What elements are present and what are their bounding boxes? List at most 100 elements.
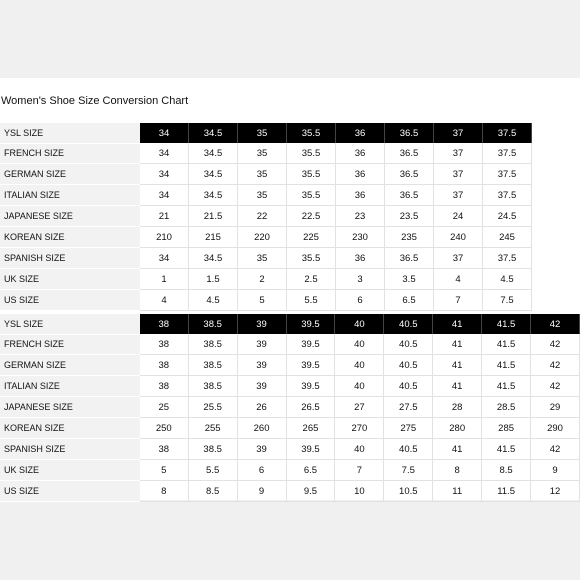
row-label: GERMAN SIZE [0,163,140,185]
size-cell: 1.5 [188,268,238,290]
size-cell: 35 [237,163,287,185]
table-row: KOREAN SIZE 250 255 260 265 270 275 280 285 290 [0,417,580,439]
size-cell: 5.5 [188,459,238,481]
size-cell: 41.5 [481,438,532,460]
size-cell: 22 [237,205,287,227]
size-cell: 8 [139,480,189,502]
size-cell: 8.5 [188,480,238,502]
size-cell: 4.5 [482,268,532,290]
size-cell: 37.5 [482,163,532,185]
size-cell: 39.5 [286,314,336,334]
size-cell: 38.5 [188,314,238,334]
size-cell: 28.5 [481,396,532,418]
size-cell: 34.5 [188,143,238,164]
size-cell: 5 [139,459,189,481]
size-cell: 39 [237,438,287,460]
size-cell: 22.5 [286,205,336,227]
row-label: UK SIZE [0,459,140,481]
row-label: JAPANESE SIZE [0,205,140,227]
size-cell: 38 [139,334,189,355]
size-cell: 41.5 [481,314,532,334]
size-cell: 11.5 [481,480,532,502]
row-label: FRENCH SIZE [0,334,140,355]
size-table-1: YSL SIZE 34 34.5 35 35.5 36 36.5 37 37.5 FRENCH S… [0,123,532,311]
size-cell: 3.5 [384,268,434,290]
table-row: GERMAN SIZE 34 34.5 35 35.5 36 36.5 37 37.5 [0,163,532,185]
size-cell: 35.5 [286,163,336,185]
row-label: US SIZE [0,480,140,502]
size-cell: 40 [334,354,385,376]
size-cell: 41.5 [481,354,532,376]
size-cell: 24.5 [482,205,532,227]
size-cell: 21 [140,205,189,227]
size-cell: 5 [237,289,287,311]
size-cell: 41 [432,334,483,355]
size-cell: 5.5 [286,289,336,311]
row-label: JAPANESE SIZE [0,396,140,418]
row-label: YSL SIZE [0,123,140,144]
size-cell: 4 [140,289,189,311]
size-cell: 10 [334,480,385,502]
size-cell: 41.5 [481,375,532,397]
size-cell: 34 [140,247,189,269]
size-cell: 38.5 [188,334,238,355]
size-cell: 6 [335,289,385,311]
size-cell: 9.5 [286,480,336,502]
size-cell: 255 [188,417,238,439]
size-cell: 39.5 [286,438,336,460]
table-row: FRENCH SIZE 38 38.5 39 39.5 40 40.5 41 41.5 42 [0,334,580,355]
size-cell: 36.5 [384,184,434,206]
size-cell: 39 [237,334,287,355]
size-cell: 37 [433,184,483,206]
size-cell: 41.5 [481,334,532,355]
size-cell: 36 [335,143,385,164]
size-cell: 37.5 [482,123,532,143]
table-row: ITALIAN SIZE 38 38.5 39 39.5 40 40.5 41 41.5 42 [0,375,580,397]
chart-title: Women's Shoe Size Conversion Chart [1,95,189,107]
size-cell: 220 [237,226,287,248]
size-cell: 225 [286,226,336,248]
size-cell: 250 [139,417,189,439]
size-cell: 35 [237,143,287,164]
size-cell: 9 [237,480,287,502]
table-row: KOREAN SIZE 210 215 220 225 230 235 240 245 [0,226,532,248]
table-header-row: YSL SIZE 34 34.5 35 35.5 36 36.5 37 37.5 [0,123,532,144]
size-cell: 9 [530,459,580,481]
size-cell: 7.5 [482,289,532,311]
size-cell: 36 [335,163,385,185]
table-row: FRENCH SIZE 34 34.5 35 35.5 36 36.5 37 37.5 [0,143,532,164]
size-cell: 42 [530,375,580,397]
size-cell: 6.5 [286,459,336,481]
size-cell: 2.5 [286,268,336,290]
size-cell: 7 [433,289,483,311]
size-cell: 39.5 [286,354,336,376]
table-header-row: YSL SIZE 38 38.5 39 39.5 40 40.5 41 41.5 42 [0,314,580,335]
size-cell: 6.5 [384,289,434,311]
table-row: JAPANESE SIZE 25 25.5 26 26.5 27 27.5 28 28.5 29 [0,396,580,418]
size-cell: 245 [482,226,532,248]
size-cell: 37.5 [482,184,532,206]
size-cell: 285 [481,417,532,439]
size-cell: 280 [432,417,483,439]
size-cell: 34.5 [188,123,238,143]
size-cell: 25 [139,396,189,418]
size-cell: 35.5 [286,123,336,143]
size-cell: 210 [140,226,189,248]
size-cell: 38 [139,314,189,334]
size-cell: 35 [237,123,287,143]
size-cell: 34.5 [188,163,238,185]
row-label: GERMAN SIZE [0,354,140,376]
size-cell: 40.5 [383,375,434,397]
size-cell: 11 [432,480,483,502]
size-cell: 290 [530,417,580,439]
table-row: US SIZE 4 4.5 5 5.5 6 6.5 7 7.5 [0,289,532,311]
table-row: SPANISH SIZE 34 34.5 35 35.5 36 36.5 37 37.5 [0,247,532,269]
size-cell: 38 [139,375,189,397]
size-cell: 23 [335,205,385,227]
size-cell: 40.5 [383,334,434,355]
size-cell: 37.5 [482,247,532,269]
size-cell: 40.5 [383,354,434,376]
size-cell: 40 [334,375,385,397]
size-cell: 39.5 [286,375,336,397]
size-cell: 230 [335,226,385,248]
